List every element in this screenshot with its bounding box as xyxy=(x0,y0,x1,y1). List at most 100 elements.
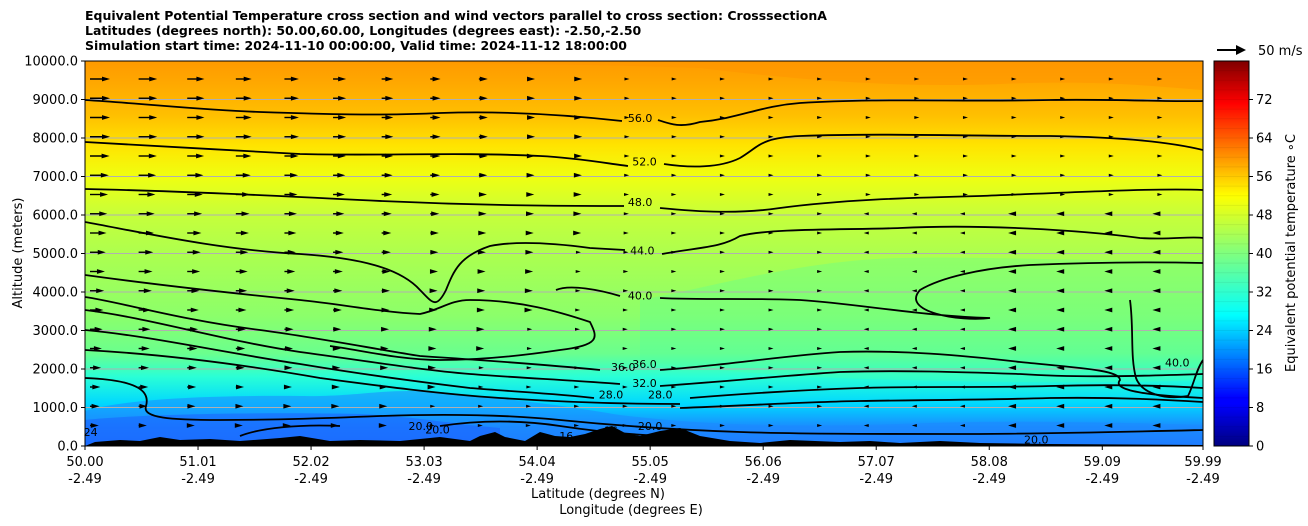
wind-vector-head xyxy=(1008,307,1017,313)
wind-vector-head xyxy=(140,384,149,390)
wind-vector-head xyxy=(338,95,347,101)
wind-vector-head xyxy=(1108,173,1114,177)
wind-vector-head xyxy=(336,192,345,197)
wind-vector-head xyxy=(863,347,869,350)
wind-vector-head xyxy=(671,308,677,312)
wind-vector-head xyxy=(477,424,483,427)
wind-vector-head xyxy=(719,327,725,331)
wind-vector-head xyxy=(911,347,917,350)
wind-vector-head xyxy=(768,270,774,273)
wind-vector-head xyxy=(959,366,965,370)
wind-vector-head xyxy=(286,307,295,313)
wind-vector-head xyxy=(142,326,151,332)
wind-vector-head xyxy=(478,366,484,370)
wind-vector-head xyxy=(574,76,583,82)
wind-vector-head xyxy=(863,308,869,312)
wind-vector-head xyxy=(432,76,441,82)
wind-vector-head xyxy=(429,307,438,313)
wind-vector-head xyxy=(1056,211,1065,217)
wind-vector-head xyxy=(243,76,252,82)
wind-vector-head xyxy=(911,327,917,331)
wind-vector-head xyxy=(149,76,158,82)
contour-16 xyxy=(239,420,681,437)
wind-vector-head xyxy=(236,365,245,371)
wind-vector-head xyxy=(1152,384,1161,390)
wind-vector-head xyxy=(719,308,725,312)
x-tick-label-lat: 51.01 xyxy=(179,455,216,470)
colorbar-tick-label: 64 xyxy=(1256,132,1273,147)
wind-vector-head xyxy=(962,135,968,139)
wind-vector-head xyxy=(432,153,441,159)
wind-vector-head xyxy=(479,153,488,159)
wind-vector-head xyxy=(1152,211,1161,217)
wind-vector-head xyxy=(575,289,581,293)
wind-vector-head xyxy=(1011,135,1017,139)
contour-labels: 56.052.048.044.040.036.036.032.028.0 28.0… xyxy=(84,112,1190,447)
quiver-key-label: 50 m/s xyxy=(1258,44,1303,59)
wind-vector-head xyxy=(1152,269,1161,274)
wind-vector-head xyxy=(574,327,580,331)
wind-vector-head xyxy=(431,172,440,178)
wind-vector-head xyxy=(1152,307,1161,313)
wind-vector-head xyxy=(671,193,677,196)
wind-vector-head xyxy=(338,76,347,82)
x-tick-label-lat: 58.08 xyxy=(971,455,1008,470)
contour-label: 20.0 xyxy=(425,424,450,437)
y-tick-label: 8000.0 xyxy=(33,132,79,147)
wind-vector-head xyxy=(1008,230,1017,236)
wind-vector-head xyxy=(768,250,774,254)
wind-vector-head xyxy=(1108,193,1114,196)
wind-vector-head xyxy=(477,288,486,294)
wind-vector-head xyxy=(428,326,437,332)
wind-vector-head xyxy=(1056,269,1065,274)
wind-vector-head xyxy=(959,347,965,350)
wind-vector-head xyxy=(383,211,392,217)
wind-vector-head xyxy=(524,307,533,313)
wind-vector-head xyxy=(768,212,774,216)
wind-vector-head xyxy=(385,95,394,101)
wind-vector-head xyxy=(1157,135,1163,139)
wind-vector-head xyxy=(575,308,581,312)
wind-vector-head xyxy=(429,288,438,294)
wind-vector-head xyxy=(194,192,203,197)
wind-vector-head xyxy=(865,193,871,196)
wind-vector-head xyxy=(145,230,154,236)
wind-vector-head xyxy=(188,384,197,390)
wind-vector-head xyxy=(671,77,677,81)
wind-vector-head xyxy=(574,115,583,120)
wind-vector-head xyxy=(1104,211,1113,217)
wind-vector-head xyxy=(1104,288,1113,294)
wind-vector-head xyxy=(97,249,106,255)
wind-vector-head xyxy=(1108,116,1114,119)
wind-vector-head xyxy=(380,346,389,351)
wind-vector-head xyxy=(959,250,965,254)
wind-vector-head xyxy=(432,95,441,101)
wind-vector-head xyxy=(962,173,968,177)
contour-label: 20.0 xyxy=(638,420,663,433)
wind-vector-head xyxy=(479,115,488,120)
wind-vector-head xyxy=(1056,249,1065,255)
wind-vector-head xyxy=(1008,384,1017,390)
colorbar-tick-label: 8 xyxy=(1256,401,1264,416)
wind-vector-head xyxy=(1157,77,1163,81)
grid-lines xyxy=(85,99,1203,408)
wind-vector-head xyxy=(624,135,630,139)
colorbar-tick-label: 16 xyxy=(1256,363,1273,378)
wind-vector-head xyxy=(865,135,871,139)
wind-vector-head xyxy=(911,385,917,389)
wind-vector-head xyxy=(719,154,725,158)
wind-vector-head xyxy=(574,153,583,159)
wind-vector-head xyxy=(1108,96,1114,100)
wind-vector-head xyxy=(914,193,920,196)
wind-vector-head xyxy=(478,230,487,236)
wind-vector-head xyxy=(140,365,149,371)
wind-vector-head xyxy=(817,250,823,254)
wind-vector-head xyxy=(671,270,677,273)
wind-vector-head xyxy=(1104,365,1113,371)
wind-vector-head xyxy=(286,288,295,294)
wind-vector-head xyxy=(671,135,677,139)
wind-vector-head xyxy=(333,307,342,313)
wind-vector-head xyxy=(865,173,871,177)
wind-vector-head xyxy=(719,289,725,293)
wind-vector-head xyxy=(236,384,245,390)
